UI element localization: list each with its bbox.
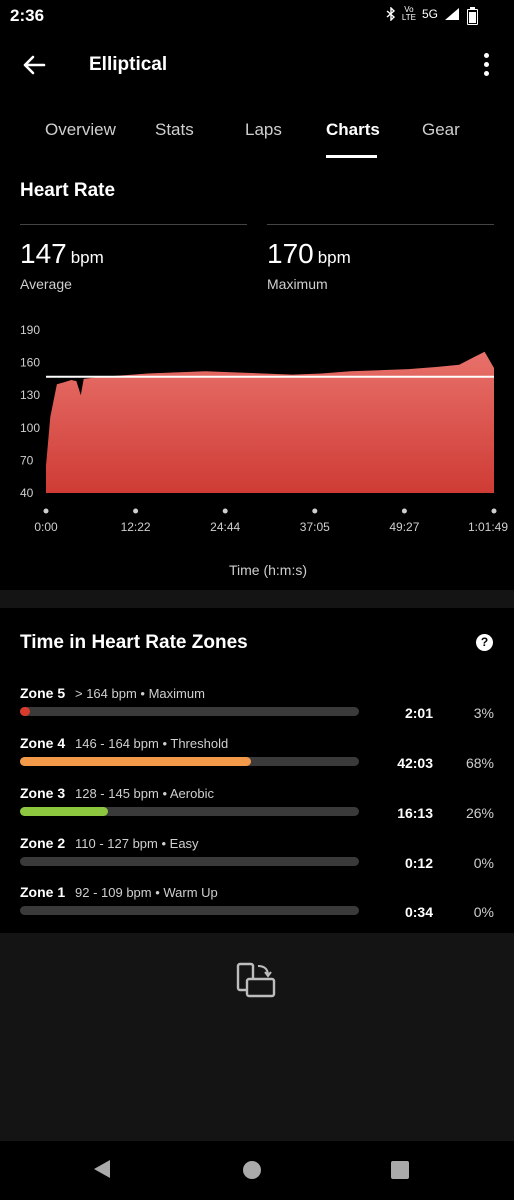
x-tick-dot xyxy=(133,508,139,514)
heart-rate-chart[interactable]: 190 160 130 100 70 40 0:00 12:22 24:44 37:05 49:2… xyxy=(0,315,514,585)
zone-percent: 3% xyxy=(473,705,494,721)
x-tick-label: 12:22 xyxy=(121,520,151,534)
y-tick-label: 40 xyxy=(20,486,34,500)
x-tick-dot xyxy=(401,508,407,514)
zone-time: 2:01 xyxy=(404,705,433,721)
heart-rate-chart-svg: 190 160 130 100 70 40 0:00 12:22 24:44 37:05 49:2… xyxy=(20,323,508,578)
tab-stats[interactable]: Stats xyxy=(155,120,194,139)
zone-range: 92 - 109 bpm • Warm Up xyxy=(75,885,218,900)
zone-bar xyxy=(20,906,359,915)
status-time: 2:36 xyxy=(10,6,45,25)
average-divider xyxy=(20,224,247,225)
zone-range: > 164 bpm • Maximum xyxy=(75,686,205,701)
back-button[interactable] xyxy=(18,48,52,82)
tab-gear[interactable]: Gear xyxy=(422,120,460,139)
average-hr-value: 147 bpm xyxy=(20,238,104,269)
zone-range: 146 - 164 bpm • Threshold xyxy=(75,736,229,751)
x-tick-dot xyxy=(222,508,228,514)
nav-recents-icon[interactable] xyxy=(391,1161,409,1179)
system-nav-bar xyxy=(0,1141,514,1200)
tab-overview[interactable]: Overview xyxy=(45,120,116,139)
zone-bar-fill xyxy=(20,807,109,816)
x-tick-dot xyxy=(312,508,318,514)
x-tick-label: 1:01:49 xyxy=(468,520,508,534)
status-icons: Vo LTE 5G xyxy=(386,6,480,22)
section-divider xyxy=(0,590,514,608)
tab-bar: Overview Stats Laps Charts Gear xyxy=(0,108,514,158)
zone-bar xyxy=(20,857,359,866)
volte-icon: Vo LTE xyxy=(401,5,416,22)
x-tick-dot xyxy=(43,508,49,514)
x-tick-label: 24:44 xyxy=(210,520,240,534)
zone-name: Zone 4 xyxy=(20,735,66,751)
maximum-divider xyxy=(267,224,494,225)
y-tick-label: 70 xyxy=(20,453,34,467)
zone-time: 0:34 xyxy=(404,904,433,920)
y-tick-label: 160 xyxy=(20,356,40,370)
more-vert-icon xyxy=(484,53,489,58)
heart-rate-title: Heart Rate xyxy=(20,180,116,201)
zone-name: Zone 5 xyxy=(20,685,66,701)
zone-row-3: Zone 3 128 - 145 bpm • Aerobic 16:13 26% xyxy=(0,785,514,835)
zones-title: Time in Heart Rate Zones xyxy=(20,632,248,653)
zone-row-1: Zone 1 92 - 109 bpm • Warm Up 0:34 0% xyxy=(0,884,514,934)
zone-bar-fill xyxy=(20,757,251,766)
app-bar: Elliptical xyxy=(0,40,514,90)
x-tick-label: 0:00 xyxy=(34,520,58,534)
rotate-screen-button[interactable] xyxy=(236,961,278,1001)
nav-home-icon[interactable] xyxy=(243,1161,261,1179)
page-title: Elliptical xyxy=(89,54,168,75)
battery-icon xyxy=(467,7,478,25)
screen-rotation-icon xyxy=(236,962,276,998)
arrow-left-icon xyxy=(23,55,46,75)
zone-percent: 68% xyxy=(465,755,494,771)
zone-name: Zone 1 xyxy=(20,884,66,900)
zone-bar xyxy=(20,807,359,816)
bluetooth-icon xyxy=(386,7,395,21)
status-bar: 2:36 Vo LTE 5G xyxy=(0,0,514,30)
x-tick-label: 49:27 xyxy=(389,520,419,534)
help-icon[interactable]: ? xyxy=(476,634,493,651)
maximum-hr-label: Maximum xyxy=(267,276,328,292)
zone-bar-fill xyxy=(20,707,31,716)
zone-range: 128 - 145 bpm • Aerobic xyxy=(75,786,214,801)
tab-indicator xyxy=(326,155,377,158)
more-options-button[interactable] xyxy=(478,48,496,82)
average-hr-label: Average xyxy=(20,276,72,292)
maximum-hr-value: 170 bpm xyxy=(267,238,351,269)
zone-percent: 0% xyxy=(473,855,494,871)
bottom-panel xyxy=(0,933,514,1141)
zone-row-2: Zone 2 110 - 127 bpm • Easy 0:12 0% xyxy=(0,835,514,885)
zone-time: 16:13 xyxy=(397,805,433,821)
network-type: 5G xyxy=(421,7,438,21)
y-tick-label: 190 xyxy=(20,323,40,337)
x-axis-title: Time (h:m:s) xyxy=(229,562,307,578)
zone-name: Zone 3 xyxy=(20,785,66,801)
zone-range: 110 - 127 bpm • Easy xyxy=(75,836,199,851)
zone-bar xyxy=(20,757,359,766)
x-tick-dot xyxy=(491,508,497,514)
zone-row-4: Zone 4 146 - 164 bpm • Threshold 42:03 6… xyxy=(0,735,514,785)
zone-row-5: Zone 5 > 164 bpm • Maximum 2:01 3% xyxy=(0,685,514,735)
zone-time: 42:03 xyxy=(397,755,433,771)
zone-time: 0:12 xyxy=(404,855,433,871)
zone-percent: 0% xyxy=(473,904,494,920)
heart-rate-area xyxy=(46,351,494,493)
tab-laps[interactable]: Laps xyxy=(245,120,282,139)
zone-name: Zone 2 xyxy=(20,835,66,851)
nav-back-icon[interactable] xyxy=(94,1160,110,1178)
tab-charts[interactable]: Charts xyxy=(326,120,380,139)
zone-percent: 26% xyxy=(465,805,494,821)
y-tick-label: 130 xyxy=(20,388,40,402)
x-tick-label: 37:05 xyxy=(300,520,330,534)
y-tick-label: 100 xyxy=(20,421,40,435)
signal-icon xyxy=(445,8,459,20)
zone-bar xyxy=(20,707,359,716)
